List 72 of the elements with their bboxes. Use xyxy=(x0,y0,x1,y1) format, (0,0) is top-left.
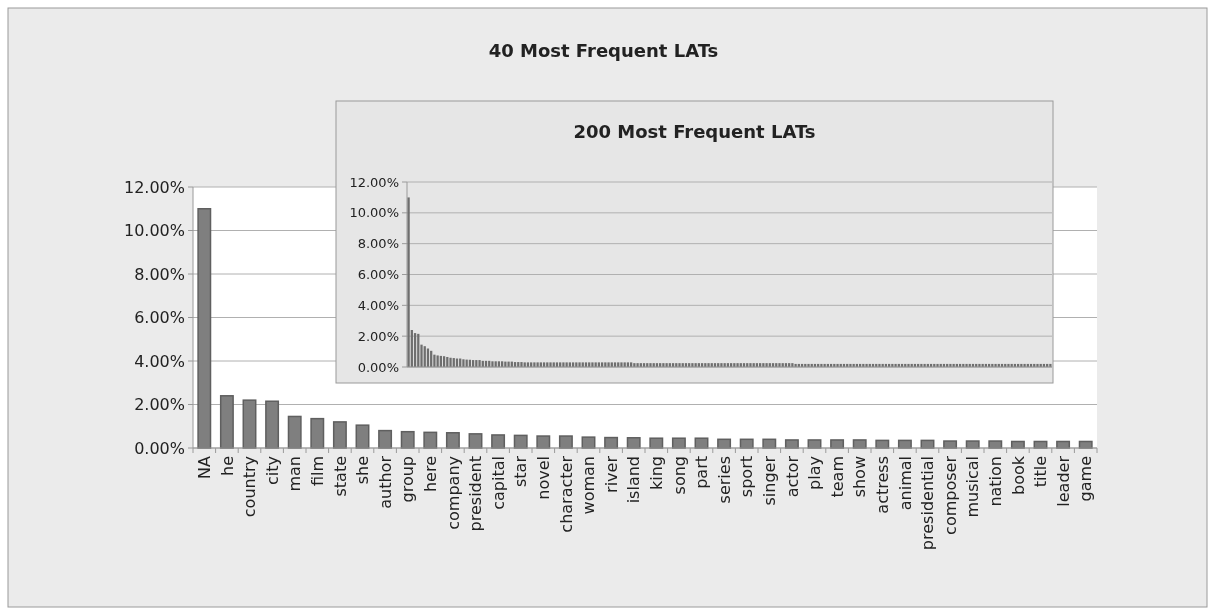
bar xyxy=(310,417,325,449)
x-tick-label: country xyxy=(240,456,260,518)
x-tick-label: play xyxy=(805,456,825,490)
bar xyxy=(242,399,257,449)
bar xyxy=(491,434,506,449)
y-tick-label: 10.00% xyxy=(123,221,185,241)
chart-title: 40 Most Frequent LATs xyxy=(488,40,719,61)
x-tick-label: state xyxy=(330,456,350,497)
bar xyxy=(378,429,393,449)
x-tick-label: part xyxy=(692,456,712,489)
y-tick-label: 4.00% xyxy=(357,297,399,313)
y-tick-label: 12.00% xyxy=(349,174,399,190)
x-tick-label: game xyxy=(1076,456,1096,502)
bar xyxy=(400,430,415,449)
x-tick-label: group xyxy=(398,456,418,503)
chart-title: 200 Most Frequent LATs xyxy=(573,121,816,142)
x-tick-label: series xyxy=(714,456,734,504)
x-tick-label: author xyxy=(375,455,395,509)
bar xyxy=(649,437,664,449)
x-tick-label: king xyxy=(646,456,666,491)
x-tick-label: sport xyxy=(737,456,757,498)
bar xyxy=(445,432,460,449)
x-tick-label: capital xyxy=(488,456,508,510)
x-tick-label: river xyxy=(601,455,621,493)
x-tick-label: NA xyxy=(194,455,214,479)
y-tick-label: 0.00% xyxy=(357,359,399,375)
x-tick-label: singer xyxy=(759,455,779,506)
x-tick-label: he xyxy=(217,456,237,476)
x-tick-label: title xyxy=(1031,456,1051,488)
x-tick-label: show xyxy=(850,456,870,498)
x-tick-label: here xyxy=(420,456,440,493)
x-tick-label: musical xyxy=(963,456,983,518)
x-tick-label: actor xyxy=(782,455,802,498)
x-tick-label: animal xyxy=(895,456,915,511)
x-tick-label: film xyxy=(307,456,327,487)
x-tick-label: nation xyxy=(985,456,1005,507)
bar xyxy=(197,208,212,449)
x-tick-label: city xyxy=(262,456,282,485)
x-tick-label: song xyxy=(669,456,689,495)
y-tick-label: 4.00% xyxy=(134,351,185,371)
bar xyxy=(407,197,410,367)
y-tick-label: 6.00% xyxy=(134,308,185,328)
x-tick-label: president xyxy=(466,456,486,532)
x-tick-label: island xyxy=(624,456,644,504)
y-tick-label: 2.00% xyxy=(134,395,185,415)
x-tick-label: presidential xyxy=(918,456,938,551)
bar xyxy=(265,400,280,449)
x-tick-label: novel xyxy=(533,456,553,500)
x-tick-label: composer xyxy=(940,455,960,535)
x-tick-label: leader xyxy=(1053,455,1073,507)
x-tick-label: woman xyxy=(579,456,599,515)
x-tick-label: team xyxy=(827,456,847,498)
x-tick-label: actress xyxy=(872,456,892,514)
y-tick-label: 8.00% xyxy=(134,264,185,284)
x-tick-label: company xyxy=(443,456,463,530)
y-tick-label: 0.00% xyxy=(134,438,185,458)
y-tick-label: 8.00% xyxy=(357,236,399,252)
y-tick-label: 2.00% xyxy=(357,328,399,344)
y-tick-label: 12.00% xyxy=(123,177,185,197)
x-tick-label: character xyxy=(556,455,576,533)
x-tick-label: book xyxy=(1008,455,1028,495)
bar xyxy=(332,421,347,449)
x-tick-label: man xyxy=(285,456,305,492)
bar xyxy=(671,437,686,449)
bar xyxy=(536,435,551,449)
x-tick-label: she xyxy=(353,456,373,485)
y-tick-label: 10.00% xyxy=(349,205,399,221)
x-tick-label: star xyxy=(511,455,531,487)
bar xyxy=(558,435,573,449)
y-tick-label: 6.00% xyxy=(357,267,399,283)
bar xyxy=(287,415,302,449)
bar xyxy=(219,395,234,449)
